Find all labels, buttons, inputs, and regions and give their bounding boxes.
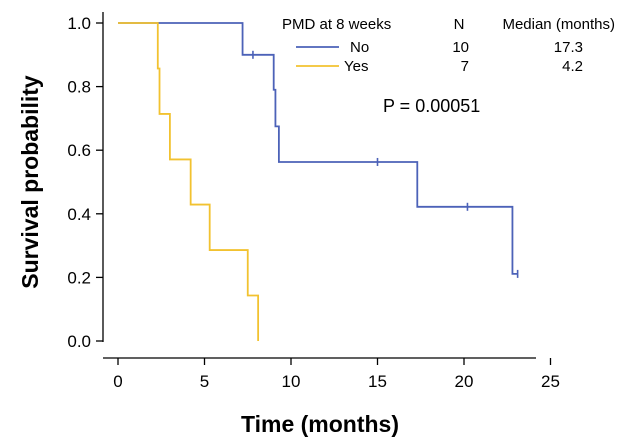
legend-median-header: Median (months) [502, 16, 615, 33]
y-tick-label: 0.4 [67, 205, 91, 224]
legend-label-no: No [350, 39, 369, 56]
series-no-curve [118, 22, 518, 275]
x-ticks: 0 5 10 15 20 25 [113, 358, 560, 391]
y-tick-label: 0.6 [67, 141, 91, 160]
legend-n-no: 10 [452, 39, 469, 56]
x-tick-label: 5 [200, 372, 209, 391]
legend-median-yes: 4.2 [562, 58, 583, 75]
x-tick-label: 25 [541, 372, 560, 391]
legend-n-header: N [454, 16, 465, 33]
y-tick-label: 0.0 [67, 332, 91, 351]
legend: PMD at 8 weeks N Median (months) No 10 1… [282, 16, 615, 75]
y-ticks: 0.0 0.2 0.4 0.6 0.8 1.0 [67, 14, 103, 351]
x-tick-label: 20 [455, 372, 474, 391]
p-value-annotation: P = 0.00051 [383, 96, 480, 116]
legend-median-no: 17.3 [554, 39, 583, 56]
y-tick-label: 0.8 [67, 78, 91, 97]
x-tick-label: 0 [113, 372, 122, 391]
x-tick-label: 10 [282, 372, 301, 391]
x-tick-label: 15 [368, 372, 387, 391]
legend-n-yes: 7 [461, 58, 469, 75]
series-layer [118, 22, 519, 341]
legend-label-yes: Yes [344, 58, 368, 75]
y-axis-title: Survival probability [17, 75, 43, 289]
x-axis-title: Time (months) [241, 411, 399, 437]
y-tick-label: 1.0 [67, 14, 91, 33]
legend-group-header: PMD at 8 weeks [282, 16, 391, 33]
series-yes-curve [118, 22, 260, 341]
y-tick-label: 0.2 [67, 268, 91, 287]
axes [102, 12, 536, 359]
